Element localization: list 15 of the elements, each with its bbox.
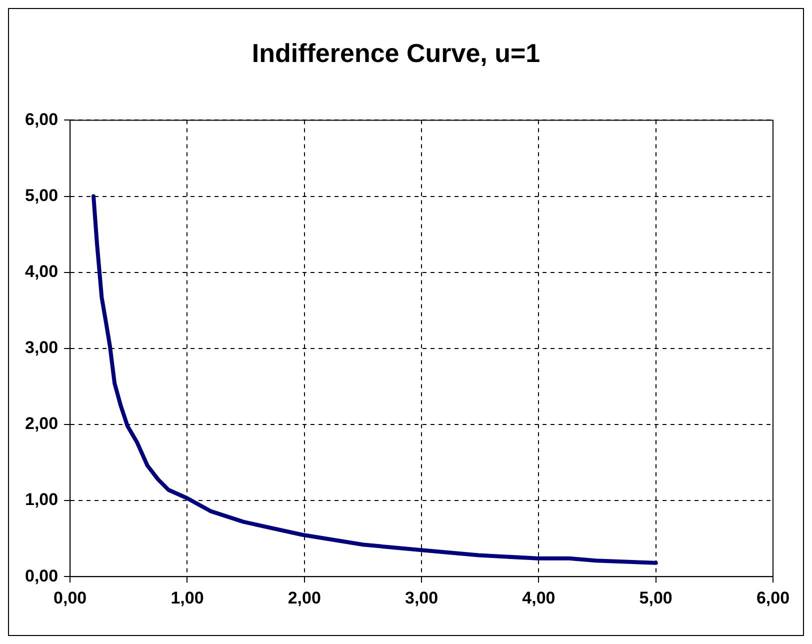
x-tick-label: 2,00 bbox=[288, 588, 321, 608]
y-tick-label: 4,00 bbox=[24, 262, 58, 282]
y-tick-label: 1,00 bbox=[24, 490, 58, 510]
y-tick-label: 2,00 bbox=[24, 414, 58, 434]
y-tick-label: 3,00 bbox=[24, 338, 58, 358]
chart-title: Indifference Curve, u=1 bbox=[252, 38, 540, 68]
x-tick-label: 3,00 bbox=[404, 588, 438, 608]
x-tick-label: 1,00 bbox=[170, 588, 204, 608]
y-tick-label: 5,00 bbox=[24, 186, 58, 205]
x-tick-label: 5,00 bbox=[639, 588, 672, 608]
x-tick-label: 6,00 bbox=[756, 588, 790, 608]
y-tick-label: 6,00 bbox=[24, 110, 58, 129]
x-tick-label: 4,00 bbox=[522, 588, 556, 608]
y-tick-label: 0,00 bbox=[24, 566, 58, 586]
x-tick-label: 0,00 bbox=[54, 588, 87, 608]
